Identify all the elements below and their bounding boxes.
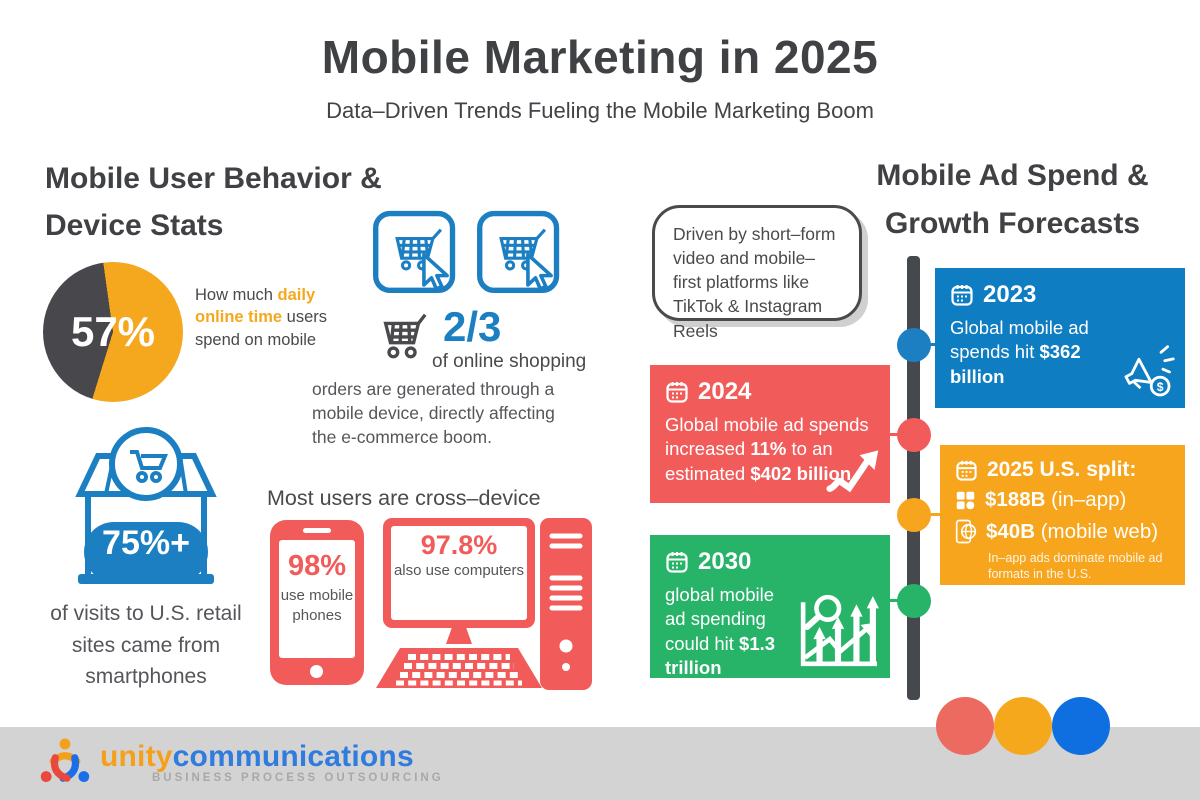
page-subtitle: Data–Driven Trends Fueling the Mobile Ma… — [326, 98, 874, 123]
unity-communications-logo-icon — [40, 738, 90, 783]
timeline-card-2024: 2024 Global mobile ad spends increased 1… — [650, 365, 890, 503]
retail-caption: of visits to U.S. retail sites came from… — [50, 602, 242, 688]
cart-click-icon — [477, 210, 560, 294]
brand-wordmark: unitycommunications — [100, 740, 414, 774]
computer-stat-label: also use computers — [393, 562, 525, 579]
card-text: Global mobile ad spends hit — [950, 317, 1089, 363]
timeline-node-2023 — [897, 328, 931, 362]
timeline-card-2030: 2030 global mobile ad spending could hit… — [650, 535, 890, 678]
card-text: Global mobile ad spends increased — [665, 414, 869, 460]
page-title: Mobile Marketing in 2025 — [321, 31, 879, 83]
pie-caption-highlight: daily online time — [195, 286, 316, 327]
phone-home-button — [310, 665, 323, 678]
shopping-cart-icon — [383, 313, 427, 359]
phone-stat-label: use mobile phones — [280, 587, 354, 625]
timeline-node-2024 — [897, 418, 931, 452]
monitor-stand — [446, 628, 472, 644]
pie-caption-post: users spend on mobile — [195, 308, 328, 349]
card-text-bold: 11% — [750, 438, 787, 460]
phone-globe-icon — [955, 519, 977, 544]
split-label: (in–app) — [1045, 488, 1127, 511]
split-row-mobile-web: $40B (mobile web) — [955, 518, 1170, 545]
storefront-icon — [75, 427, 217, 584]
app-grid-icon — [956, 491, 975, 509]
calendar-icon — [956, 460, 977, 481]
split-value: $40B — [986, 519, 1036, 543]
card-text-bold: $402 billion — [750, 462, 852, 484]
pie-caption: How much daily online time users spend o… — [195, 284, 345, 351]
ad-spend-heading-line1: Mobile Ad Spend & — [876, 159, 1149, 192]
split-value: $188B — [985, 488, 1046, 511]
brand-first: unity — [100, 740, 173, 773]
decorative-dot-blue — [1052, 697, 1110, 755]
mobile-phone-icon: 98% use mobile phones — [270, 520, 364, 685]
split-row-in-app: $188B (in–app) — [955, 488, 1170, 512]
card-year: 2025 U.S. split: — [987, 458, 1137, 481]
cross-device-heading: Most users are cross–device — [267, 486, 541, 510]
card-year: 2023 — [983, 281, 1037, 308]
timeline-card-2025: 2025 U.S. split: $188B (in–app) $40B (mo… — [940, 445, 1185, 585]
svg-text:$: $ — [1157, 380, 1164, 394]
monitor-screen: 97.8% also use computers — [391, 526, 527, 620]
growth-chart-icon — [800, 594, 880, 667]
ecommerce-body-text: orders are generated through a mobile de… — [312, 379, 555, 448]
fraction-lead-text: of online shopping — [432, 351, 587, 372]
computer-monitor-icon: 97.8% also use computers — [383, 518, 535, 628]
timeline-node-2025 — [897, 498, 931, 532]
pie-caption-pre: How much — [195, 286, 278, 304]
card-text: to an estimated — [665, 438, 833, 484]
calendar-icon — [951, 285, 973, 306]
card-text-bold: $1.3 trillion — [665, 632, 776, 679]
split-label: (mobile web) — [1035, 519, 1159, 543]
card-text: global mobile ad spending could hit — [665, 584, 775, 654]
card-year: 2030 — [698, 548, 752, 575]
timeline-bar — [907, 256, 920, 700]
phone-speaker — [303, 528, 331, 533]
computer-tower-icon — [540, 518, 592, 690]
fraction-stat: 2/3 — [443, 303, 502, 350]
card-text-bold: $362 billion — [950, 341, 1081, 387]
megaphone-dollar-icon: $ — [1124, 345, 1175, 397]
pie-value-label: 57% — [70, 308, 156, 355]
calendar-icon — [666, 382, 688, 403]
trend-up-arrow-icon — [826, 450, 879, 493]
timeline-node-2030 — [897, 584, 931, 618]
section-heading-user-behavior: Mobile User Behavior & Device Stats — [45, 162, 382, 242]
section-heading-ad-spend: Mobile Ad Spend & Growth Forecasts — [840, 152, 1185, 248]
retail-stat: 75%+ — [102, 524, 190, 562]
cart-click-icon — [373, 210, 456, 294]
decorative-dot-red — [936, 697, 994, 755]
split-note: In–app ads dominate mobile ad formats in… — [988, 551, 1163, 582]
decorative-dot-orange — [994, 697, 1052, 755]
computer-stat: 97.8% — [420, 530, 498, 560]
brand-tagline: BUSINESS PROCESS OUTSOURCING — [152, 772, 444, 784]
timeline-card-2023: 2023 Global mobile ad spends hit $362 bi… — [935, 268, 1185, 408]
card-year: 2024 — [698, 378, 752, 405]
keyboard-icon — [376, 648, 542, 688]
phone-screen: 98% use mobile phones — [279, 540, 355, 658]
speech-bubble: Driven by short–form video and mobile–fi… — [652, 205, 862, 341]
pie-chart: 57% — [43, 262, 183, 402]
phone-stat: 98% — [287, 550, 347, 582]
brand-second: communications — [172, 740, 414, 773]
calendar-icon — [666, 552, 688, 573]
ad-spend-heading-line2: Growth Forecasts — [884, 207, 1141, 240]
